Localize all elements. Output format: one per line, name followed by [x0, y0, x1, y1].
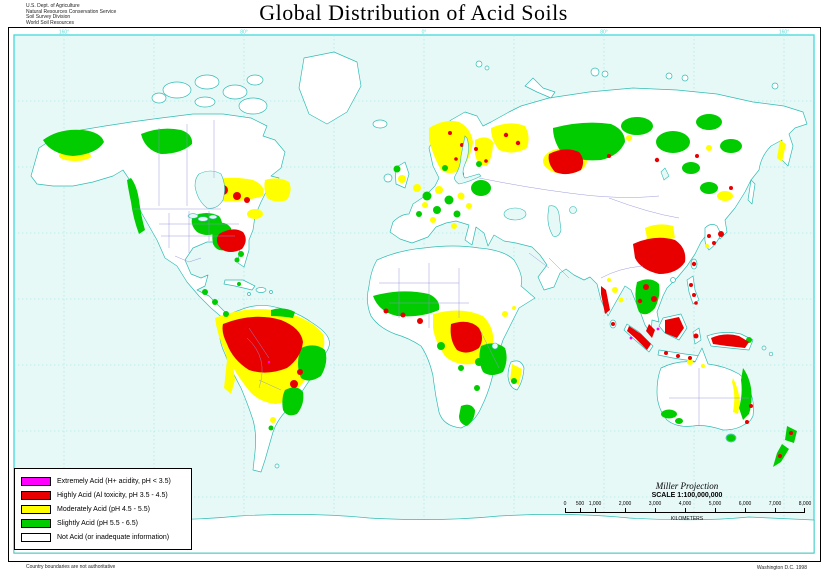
graticule-label: 80°: [240, 30, 248, 36]
soil-extremely-acid-patches: [267, 327, 660, 364]
scale-bar: 0 500 1,000 2,000 3,000 4,000 5,000 6,00…: [557, 501, 817, 517]
agency-line: Soil Survey Division: [26, 14, 71, 21]
legend-item: Highly Acid (Al toxicity, pH 3.5 - 4.5): [21, 488, 185, 502]
legend-swatch: [21, 476, 51, 486]
legend-item: Not Acid (or inadequate information): [21, 530, 185, 544]
legend-item: Moderately Acid (pH 4.5 - 5.5): [21, 502, 185, 516]
graticule-label: 80°: [600, 30, 608, 36]
agency-line: U.S. Dept. of Agriculture: [26, 3, 80, 9]
scale-block: Miller Projection SCALE 1:100,000,000 0 …: [557, 481, 817, 522]
agency-block: U.S. Dept. of Agriculture Natural Resour…: [26, 3, 117, 26]
legend-item-label: Slightly Acid (pH 5.5 - 6.5): [57, 519, 138, 527]
map-frame: 160° 80° 0° 80° 160°: [8, 27, 821, 562]
legend-item-label: Moderately Acid (pH 4.5 - 5.5): [57, 505, 150, 513]
scale-bar-line: [565, 508, 805, 513]
legend-swatch: [21, 490, 51, 500]
page-title: Global Distribution of Acid Soils: [259, 0, 568, 25]
agency-line: World Soil Resources: [26, 19, 74, 26]
scale-tick: 8,000: [798, 501, 812, 507]
legend: Extremely Acid (H+ acidity, pH < 3.5) Hi…: [14, 468, 192, 550]
legend-item: Extremely Acid (H+ acidity, pH < 3.5): [21, 474, 185, 488]
legend-swatch: [21, 532, 51, 542]
lakes: [187, 135, 670, 350]
scale-units-label: KILOMETERS: [670, 516, 704, 522]
projection-label: Miller Projection: [655, 481, 719, 491]
scale-tick: 5,000: [708, 501, 722, 507]
scale-ratio-label: SCALE 1:100,000,000: [651, 492, 723, 499]
agency-line: Natural Resources Conservation Service: [26, 8, 117, 15]
legend-item-label: Highly Acid (Al toxicity, pH 3.5 - 4.5): [57, 491, 168, 499]
scale-tick: 2,000: [618, 501, 632, 507]
graticule-label: 160°: [779, 30, 789, 36]
scale-tick: 6,000: [738, 501, 752, 507]
scale-tick: 7,000: [768, 501, 782, 507]
legend-item-label: Extremely Acid (H+ acidity, pH < 3.5): [57, 477, 171, 485]
legend-item-label: Not Acid (or inadequate information): [57, 533, 170, 541]
legend-swatch: [21, 518, 51, 528]
world-map: 160° 80° 0° 80° 160°: [13, 30, 815, 554]
legend-item: Slightly Acid (pH 5.5 - 6.5): [21, 516, 185, 530]
scale-tick: 3,000: [648, 501, 662, 507]
scale-tick: 0: [563, 501, 567, 507]
country-borders: [133, 120, 749, 426]
graticule-labels: 160° 80° 0° 80° 160°: [59, 30, 789, 36]
soil-slightly-acid-patches: [43, 114, 797, 467]
landmasses: [13, 51, 815, 554]
publication-note: Washington D.C. 1998: [756, 565, 807, 571]
scale-tick: 500: [575, 501, 585, 507]
scale-tick: 4,000: [678, 501, 692, 507]
boundaries-disclaimer: Country boundaries are not authoritative: [26, 564, 116, 570]
graticule-label: 160°: [59, 30, 69, 36]
graticule-label: 0°: [422, 30, 427, 36]
scale-tick: 1,000: [588, 501, 602, 507]
legend-swatch: [21, 504, 51, 514]
